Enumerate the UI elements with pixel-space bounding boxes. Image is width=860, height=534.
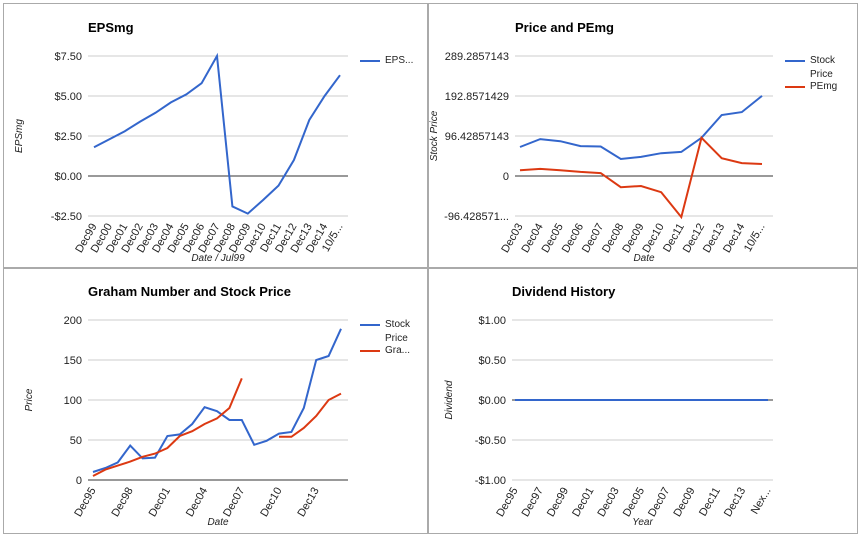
- legend-item: Stock Price: [385, 319, 411, 344]
- chart-title: Price and PEmg: [515, 20, 614, 35]
- legend-label: Gra...: [385, 345, 411, 356]
- series-line: [92, 328, 342, 473]
- series-line: [93, 52, 341, 215]
- y-axis-title: Stock Price: [429, 110, 440, 161]
- y-tick-label: $0.00: [54, 171, 82, 183]
- x-tick-label: Nex...: [749, 486, 774, 517]
- x-tick-label: Dec05: [621, 486, 647, 520]
- y-tick-label: $2.50: [54, 131, 82, 143]
- y-tick-label: -$1.00: [475, 475, 506, 487]
- x-tick-label: Dec97: [520, 486, 546, 520]
- legend-item: Gra...: [385, 345, 411, 356]
- y-tick-label: -$2.50: [51, 211, 82, 223]
- x-axis-title: Date / Jul99: [191, 253, 245, 264]
- panel-border: [428, 3, 858, 268]
- series-line: [519, 135, 763, 220]
- legend-item: PEmg: [810, 81, 838, 92]
- y-tick-label: $0.50: [478, 355, 506, 367]
- x-tick-label: Dec09: [671, 486, 697, 520]
- x-tick-label: Dec07: [646, 486, 672, 520]
- y-axis-title: Dividend: [444, 380, 455, 419]
- chart-title: Graham Number and Stock Price: [88, 284, 291, 299]
- y-tick-label: $7.50: [54, 51, 82, 63]
- y-tick-label: 50: [70, 435, 82, 447]
- x-tick-label: Dec01: [147, 486, 173, 520]
- x-axis-title: Year: [632, 517, 653, 528]
- x-tick-label: Dec95: [494, 486, 520, 520]
- x-tick-label: Dec11: [697, 486, 723, 519]
- y-tick-label: 0: [503, 171, 509, 183]
- x-tick-label: 10/5...: [742, 222, 768, 254]
- y-tick-label: 100: [64, 395, 82, 407]
- legend-item: EPS...: [385, 55, 414, 66]
- legend-item: Stock Price: [810, 55, 836, 80]
- y-tick-label: 150: [64, 355, 82, 367]
- y-tick-label: $1.00: [478, 315, 506, 327]
- y-axis-title: EPSmg: [14, 119, 25, 153]
- x-tick-label: Dec13: [296, 486, 322, 520]
- y-tick-label: 192.8571429: [445, 91, 509, 103]
- x-axis-title: Date: [207, 517, 229, 528]
- panel-border: [3, 3, 428, 268]
- series-line: [519, 95, 763, 161]
- y-tick-label: 96.42857143: [445, 131, 509, 143]
- x-tick-label: Dec95: [72, 486, 98, 520]
- y-tick-label: 289.2857143: [445, 51, 509, 63]
- legend-label: PEmg: [810, 81, 838, 92]
- x-axis-title: Date: [633, 253, 655, 264]
- x-tick-label: Dec03: [596, 486, 622, 520]
- y-tick-label: 200: [64, 315, 82, 327]
- y-tick-label: 0: [76, 475, 82, 487]
- chart-title: Dividend History: [512, 284, 616, 299]
- legend-label: Stock Price: [810, 55, 836, 80]
- series-line: [92, 378, 342, 477]
- y-tick-label: $5.00: [54, 91, 82, 103]
- x-tick-label: Dec13: [722, 486, 748, 520]
- legend-label: EPS...: [385, 55, 414, 66]
- y-tick-label: -96.428571...: [444, 211, 509, 223]
- x-tick-label: Dec98: [110, 486, 136, 520]
- x-tick-label: Dec99: [545, 486, 571, 520]
- y-tick-label: -$0.50: [475, 435, 506, 447]
- x-tick-label: Dec01: [570, 486, 596, 520]
- x-tick-label: Dec04: [184, 486, 210, 520]
- x-tick-label: Dec10: [258, 486, 284, 520]
- chart-title: EPSmg: [88, 20, 134, 35]
- x-tick-label: Dec07: [221, 486, 247, 520]
- legend-label: Stock Price: [385, 319, 411, 344]
- y-axis-title: Price: [24, 388, 35, 411]
- y-tick-label: $0.00: [478, 395, 506, 407]
